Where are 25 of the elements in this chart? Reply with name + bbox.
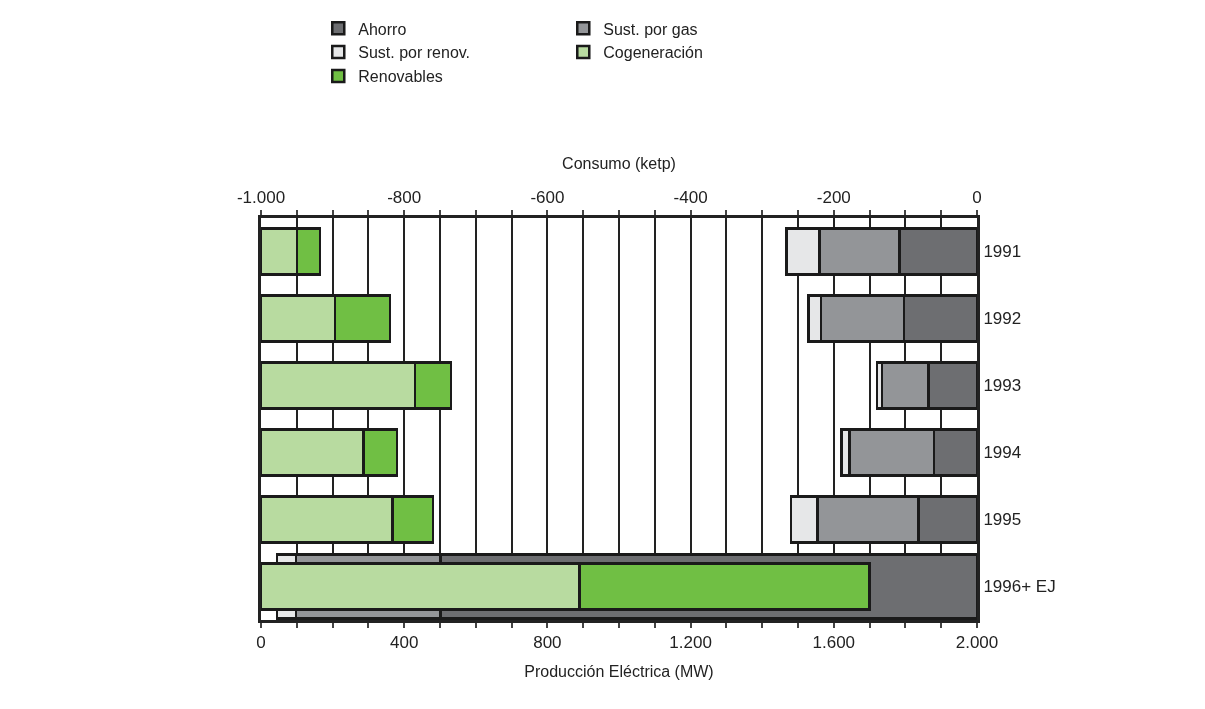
x-tick-label: 1.200 (669, 633, 712, 653)
x-tick-label: 800 (533, 633, 562, 653)
y-tick-label: 1991 (983, 242, 1022, 262)
x2-tick-label: -600 (530, 188, 565, 208)
x-axis-title: Producción Eléctrica (MW) (524, 663, 714, 681)
x2-tick-label: -400 (673, 188, 708, 208)
x2-tick-label: -1.000 (236, 188, 286, 208)
legend-label: Ahorro (358, 20, 407, 38)
legend-label: Sust. por renov. (358, 44, 471, 62)
x-tick-label: 400 (390, 633, 419, 653)
legend-label: Cogeneración (603, 44, 703, 62)
legend-label: Sust. por gas (603, 20, 698, 38)
x-tick-label: 2.000 (955, 633, 999, 653)
legend-label: Renovables (358, 68, 443, 86)
y-tick-label: 1993 (983, 376, 1022, 396)
y-tick-label: 1995 (983, 510, 1022, 530)
x2-tick-label: -200 (816, 188, 851, 208)
x-tick-label: 1.600 (812, 633, 856, 653)
x2-tick-label: -800 (387, 188, 422, 208)
y-tick-label: 1994 (983, 443, 1022, 463)
x-tick-label: 0 (256, 633, 266, 653)
y-tick-label: 1996+ EJ (983, 577, 1056, 597)
x2-tick-label: 0 (972, 188, 982, 208)
y-tick-label: 1992 (983, 309, 1022, 329)
x2-axis-title: Consumo (ketp) (562, 155, 676, 173)
